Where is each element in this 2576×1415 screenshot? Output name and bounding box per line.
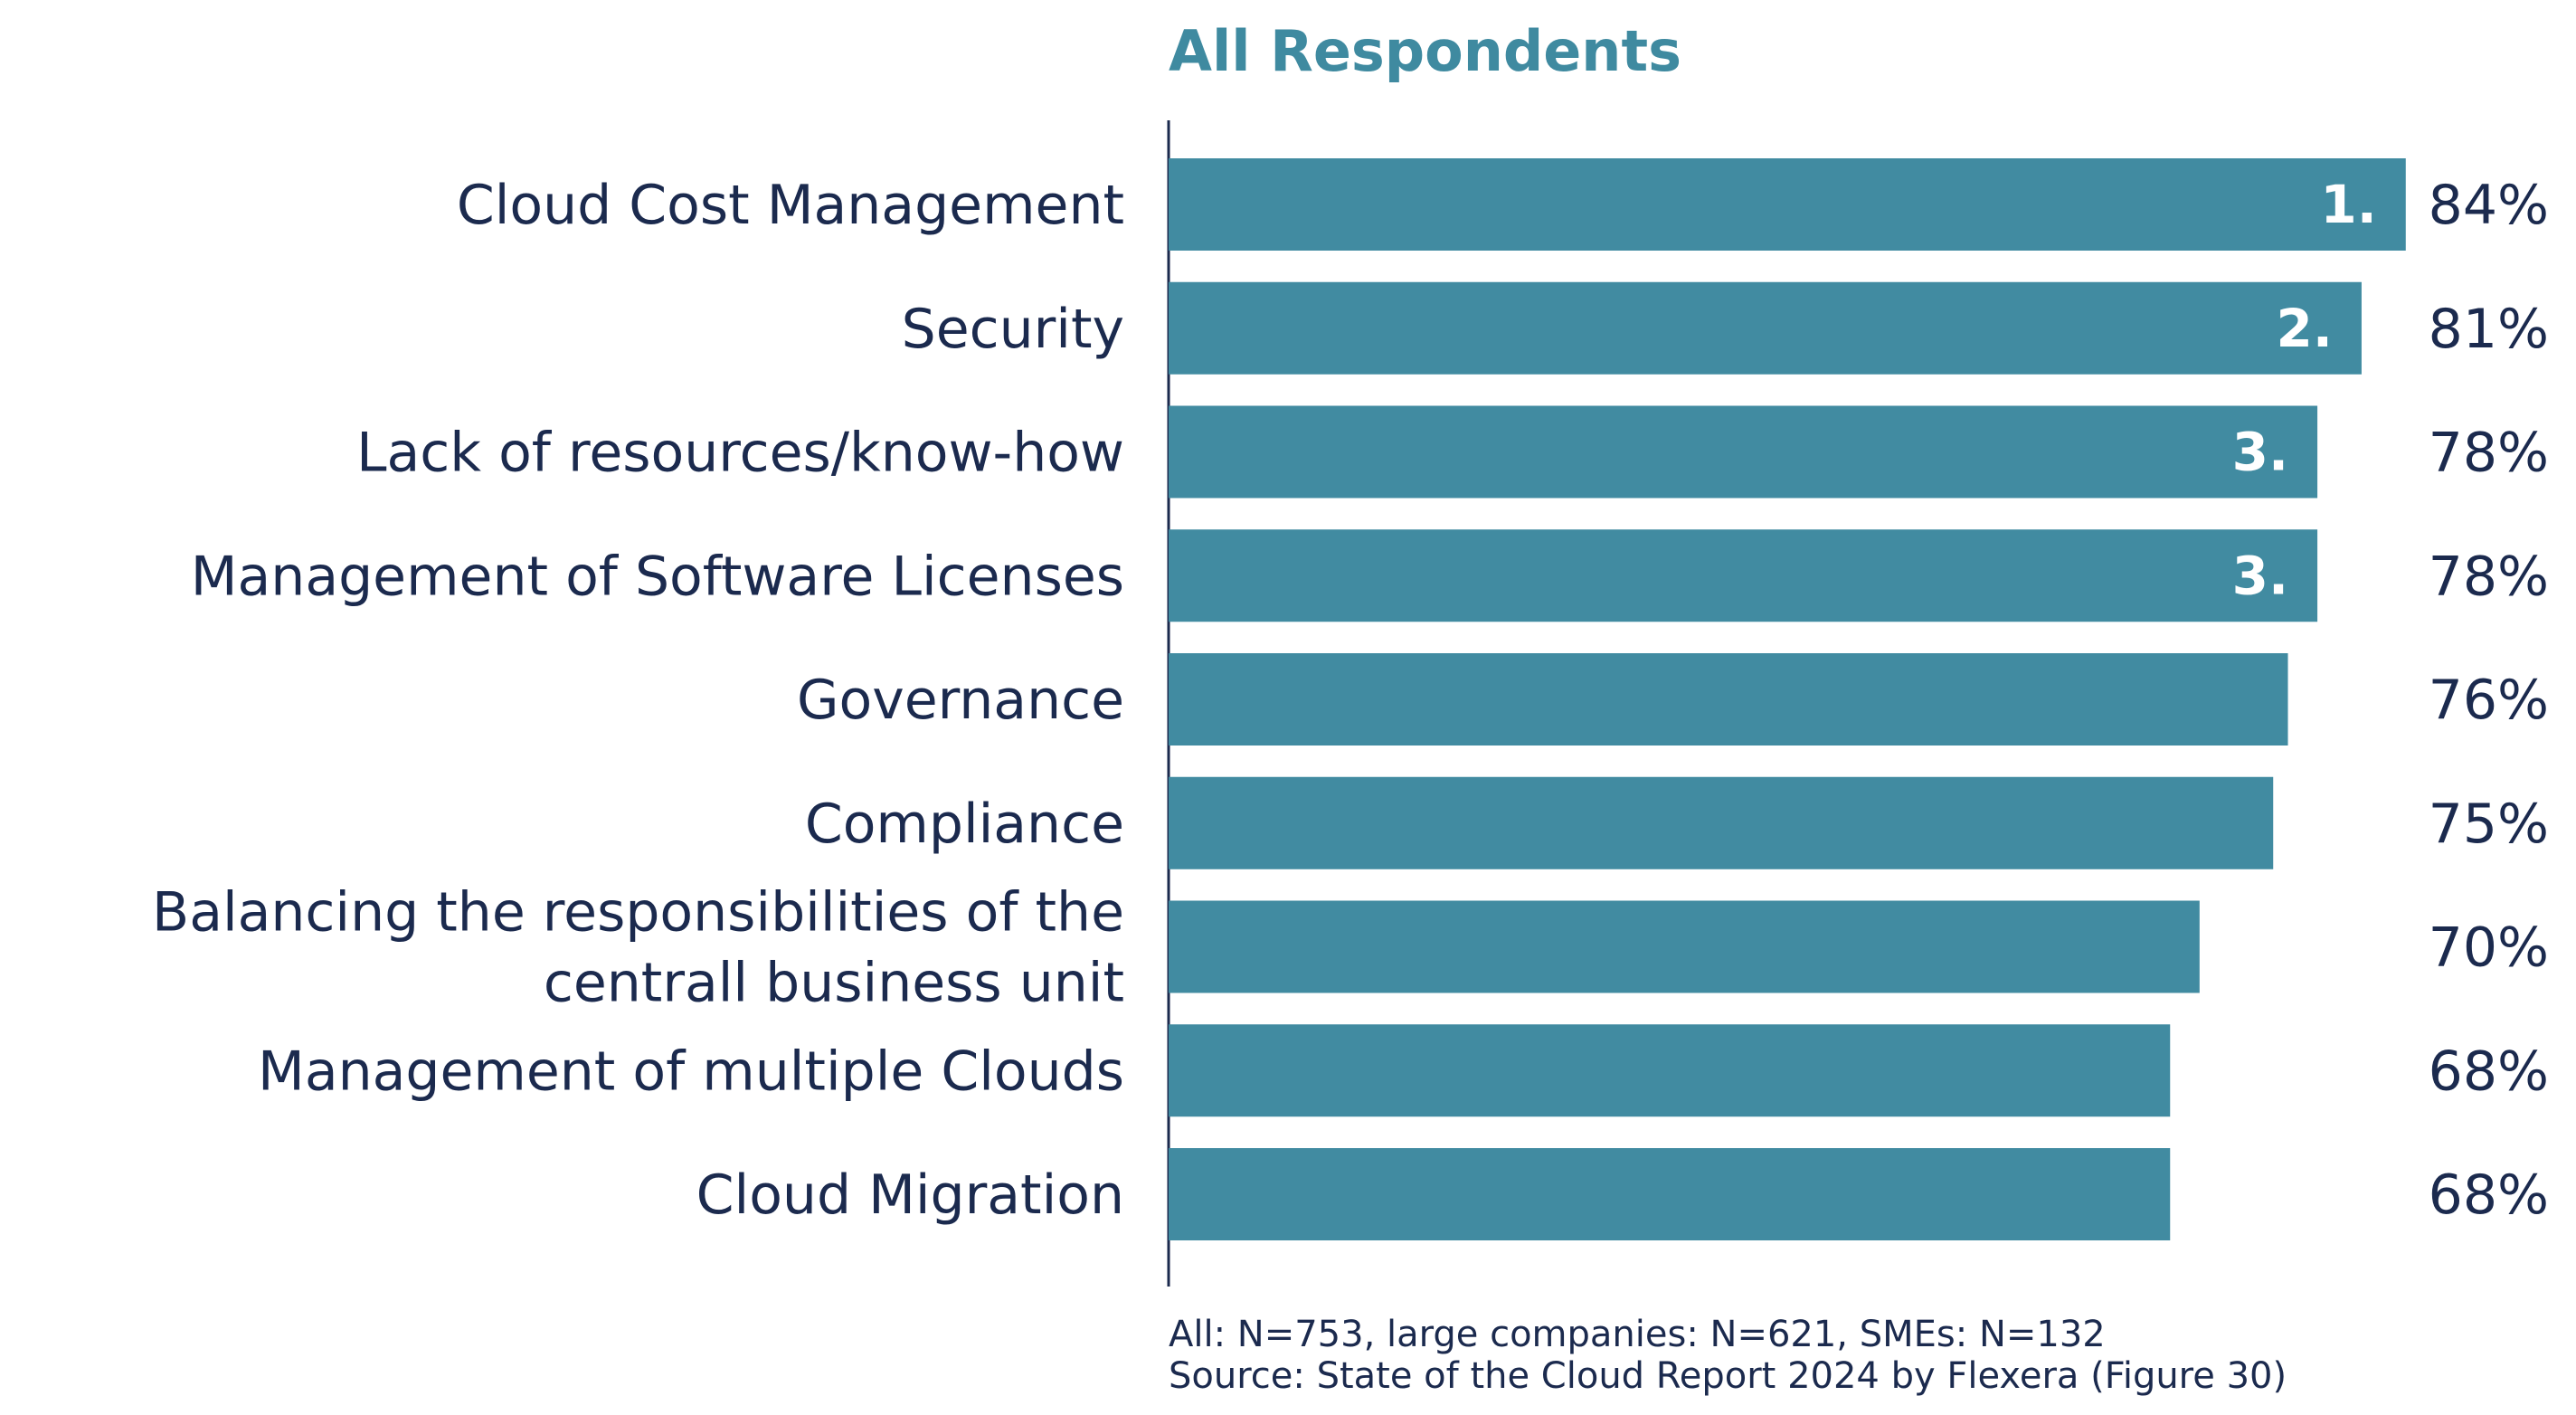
category-labels-group: Cloud Cost Management Security Lack of res… bbox=[152, 174, 1124, 1227]
value-label: 78% bbox=[2429, 545, 2549, 608]
category-label: Lack of resources/know-how bbox=[356, 422, 1124, 485]
bars-group: 1. 2. 3. 3. bbox=[1169, 158, 2406, 1240]
bar-4 bbox=[1169, 529, 2318, 622]
value-label: 75% bbox=[2429, 793, 2549, 856]
bar-5 bbox=[1169, 653, 2288, 745]
category-label: Compliance bbox=[805, 793, 1124, 856]
rank-label: 3. bbox=[2232, 422, 2288, 483]
category-label: centrall business unit bbox=[544, 952, 1124, 1015]
bar-6 bbox=[1169, 776, 2274, 869]
bar-9 bbox=[1169, 1148, 2171, 1240]
value-label: 81% bbox=[2429, 298, 2549, 361]
value-label: 84% bbox=[2429, 174, 2549, 237]
value-labels-group: 84% 81% 78% 78% 76% 75% 70% 68% 68% bbox=[2429, 174, 2549, 1227]
bar-2 bbox=[1169, 281, 2362, 375]
category-label: Cloud Migration bbox=[696, 1163, 1124, 1227]
bar-7 bbox=[1169, 900, 2200, 993]
source-note: Source: State of the Cloud Report 2024 b… bbox=[1169, 1355, 2287, 1397]
value-label: 70% bbox=[2429, 916, 2549, 980]
value-label: 68% bbox=[2429, 1040, 2549, 1103]
category-label: Cloud Cost Management bbox=[457, 174, 1124, 237]
category-label: Security bbox=[902, 298, 1124, 361]
rank-label: 3. bbox=[2232, 545, 2288, 606]
rank-label: 2. bbox=[2277, 298, 2333, 359]
category-label: Management of Software Licenses bbox=[191, 545, 1124, 608]
category-label: Governance bbox=[797, 669, 1124, 732]
bar-3 bbox=[1169, 405, 2318, 499]
sample-size-note: All: N=753, large companies: N=621, SMEs… bbox=[1169, 1314, 2106, 1355]
value-label: 78% bbox=[2429, 422, 2549, 485]
bar-8 bbox=[1169, 1024, 2171, 1117]
bar-1 bbox=[1169, 158, 2406, 251]
value-label: 68% bbox=[2429, 1163, 2549, 1227]
value-label: 76% bbox=[2429, 669, 2549, 732]
chart-title: All Respondents bbox=[1169, 18, 1681, 84]
category-label: Balancing the responsibilities of the bbox=[152, 881, 1124, 945]
rank-label: 1. bbox=[2320, 174, 2376, 235]
category-label: Management of multiple Clouds bbox=[258, 1040, 1124, 1103]
